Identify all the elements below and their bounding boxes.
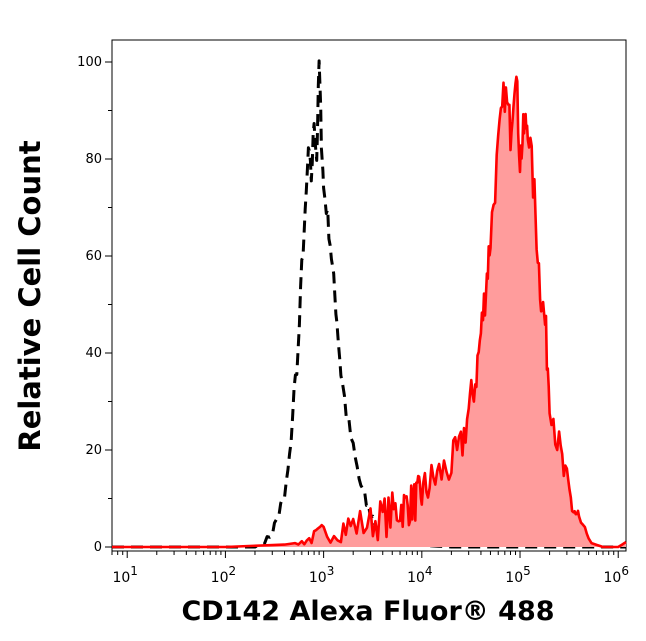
axes-layer: 101 102 103 104 105 106 0 20 40 60 80 100: [77, 55, 629, 586]
x-tick-label: 104: [407, 564, 432, 586]
y-tick-label: 60: [85, 249, 102, 264]
y-tick-label: 20: [85, 443, 102, 458]
x-tick-label: 105: [505, 564, 530, 586]
y-tick-label: 100: [77, 55, 102, 70]
x-tick-label: 106: [603, 564, 628, 586]
control-series-line: [112, 59, 626, 549]
y-tick-label: 40: [85, 346, 102, 361]
y-axis-label: Relative Cell Count: [13, 140, 47, 451]
y-tick-label: 80: [85, 152, 102, 167]
y-tick-label: 0: [94, 540, 102, 555]
x-tick-label: 103: [309, 564, 334, 586]
stained-series-line: [112, 75, 627, 549]
series-layer: [112, 59, 627, 549]
x-axis-label: CD142 Alexa Fluor® 488: [181, 596, 554, 627]
stained-series-fill: [112, 76, 626, 548]
x-tick-label: 101: [112, 564, 137, 586]
x-tick-label: 102: [211, 564, 236, 586]
